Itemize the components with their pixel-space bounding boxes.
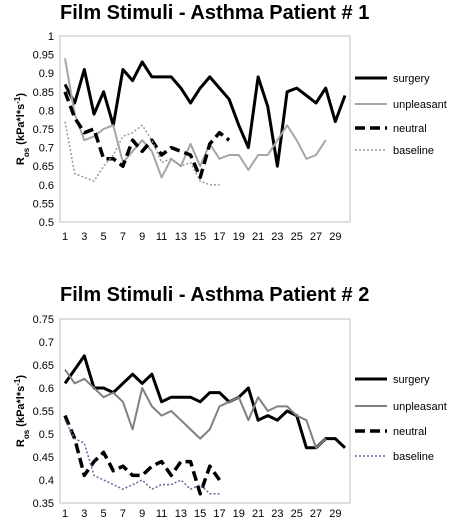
x-tick-label: 7 [120, 508, 126, 520]
x-tick-label: 29 [329, 231, 341, 243]
x-tick-label: 27 [310, 231, 322, 243]
x-tick-label: 5 [101, 231, 107, 243]
y-tick-label: 1 [48, 31, 54, 43]
y-tick-label: 0.6 [39, 180, 54, 192]
x-tick-label: 15 [194, 231, 206, 243]
legend-label-surgery: surgery [393, 374, 430, 386]
y-tick-label: 0.5 [39, 217, 54, 229]
x-tick-label: 5 [101, 508, 107, 520]
legend-label-neutral: neutral [393, 123, 427, 135]
x-tick-label: 13 [175, 231, 187, 243]
y-tick-label: 0.35 [33, 498, 54, 510]
series-line-neutral [63, 91, 231, 180]
x-tick-label: 17 [213, 508, 225, 520]
x-tick-label: 23 [271, 508, 283, 520]
x-tick-label: 21 [252, 508, 264, 520]
y-tick-label: 0.7 [39, 337, 54, 349]
y-tick-label: 0.85 [33, 87, 54, 99]
chart-title: Film Stimuli - Asthma Patient # 2 [60, 284, 370, 306]
y-tick-label: 0.6 [39, 383, 54, 395]
series-line-surgery [63, 354, 347, 450]
y-tick-label: 0.55 [33, 406, 54, 418]
x-tick-label: 7 [120, 231, 126, 243]
x-tick-label: 9 [139, 508, 145, 520]
x-tick-label: 15 [194, 508, 206, 520]
x-tick-label: 1 [62, 508, 68, 520]
series-line-baseline [64, 419, 220, 495]
plot-area [59, 35, 351, 223]
x-tick-label: 13 [175, 508, 187, 520]
legend-label-baseline: baseline [393, 451, 434, 463]
x-tick-label: 17 [213, 231, 225, 243]
y-axis-label: Ros (kPa*l*s-1) [13, 375, 31, 447]
y-tick-label: 0.65 [33, 360, 54, 372]
x-tick-label: 19 [233, 508, 245, 520]
legend-label-neutral: neutral [393, 426, 427, 438]
series-line-neutral [63, 414, 221, 496]
x-tick-label: 25 [291, 231, 303, 243]
series-line-unpleasant [64, 58, 327, 179]
x-tick-label: 1 [62, 231, 68, 243]
line-chart-2: 0.350.40.450.50.550.60.650.70.751 3 5 7 9 11 1… [13, 314, 447, 520]
y-axis-label: Ros (kPa*l*s-1) [13, 93, 31, 165]
y-tick-label: 0.55 [33, 198, 54, 210]
chart-panel-2: Film Stimuli - Asthma Patient # 2 0.35 0.… [0, 261, 454, 522]
y-tick-label: 0.5 [39, 429, 54, 441]
chart-panel-1: Film Stimuli - Asthma Patient # 1 0.5 0.5… [13, 2, 447, 243]
x-tick-label: 9 [139, 231, 145, 243]
plot-area [59, 318, 351, 504]
x-tick-label: 25 [291, 508, 303, 520]
y-tick-label: 0.95 [33, 50, 54, 62]
legend-label-baseline: baseline [393, 145, 434, 157]
legend-label-unpleasant: unpleasant [393, 99, 447, 111]
x-tick-label: 29 [329, 508, 341, 520]
legend-label-unpleasant: unpleasant [393, 401, 447, 413]
chart-title: Film Stimuli - Asthma Patient # 1 [60, 2, 370, 24]
series-line-unpleasant [64, 369, 327, 449]
x-tick-label: 23 [271, 231, 283, 243]
x-tick-label: 19 [233, 231, 245, 243]
y-tick-label: 0.4 [39, 475, 54, 487]
y-tick-label: 0.45 [33, 452, 54, 464]
y-tick-label: 0.8 [39, 105, 54, 117]
x-tick-label: 11 [156, 508, 167, 520]
series-line-baseline [64, 121, 220, 186]
y-tick-label: 0.65 [33, 161, 54, 173]
y-tick-label: 0.9 [39, 68, 54, 80]
x-tick-label: 3 [81, 231, 87, 243]
x-tick-label: 27 [310, 508, 322, 520]
x-tick-label: 11 [156, 231, 167, 243]
x-tick-label: 3 [81, 508, 87, 520]
x-tick-label: 21 [252, 231, 264, 243]
y-tick-label: 0.75 [33, 124, 54, 136]
series-line-surgery [63, 60, 347, 168]
y-tick-label: 0.75 [33, 314, 54, 326]
y-tick-label: 0.7 [39, 143, 54, 155]
legend-label-surgery: surgery [393, 73, 430, 85]
